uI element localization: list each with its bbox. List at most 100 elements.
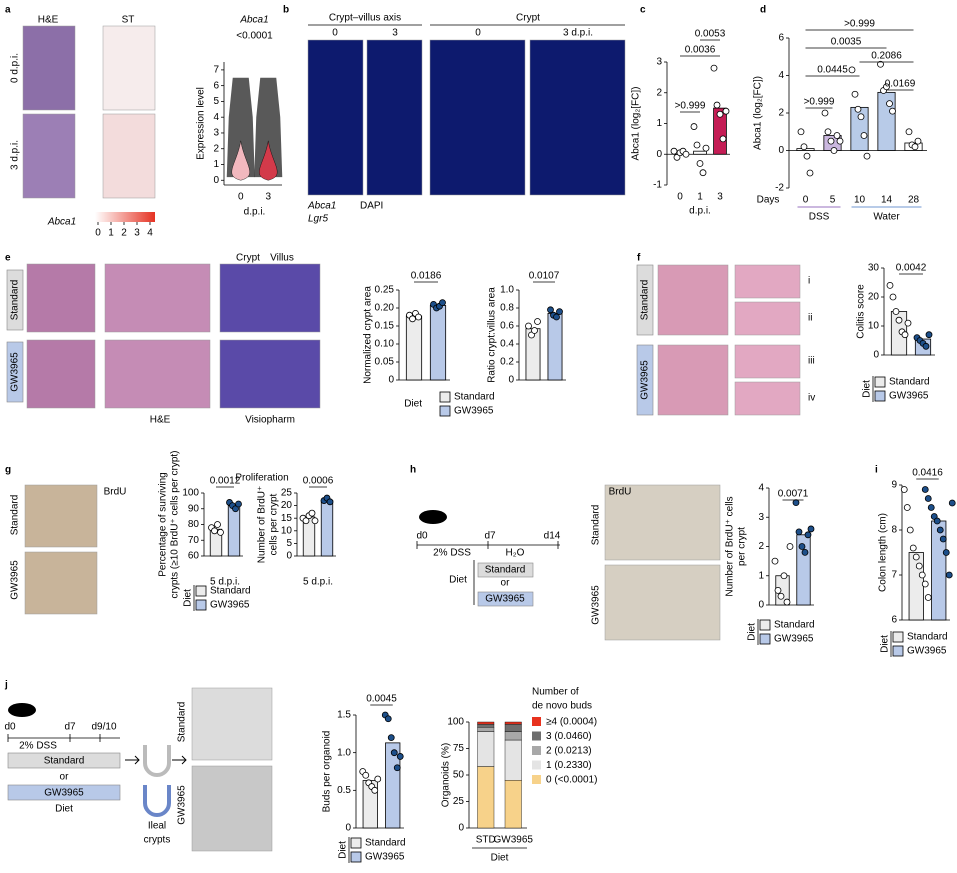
label: 2 xyxy=(121,228,127,239)
label: d7 xyxy=(64,722,76,733)
label: H&E xyxy=(150,415,171,426)
label: iv xyxy=(808,393,815,404)
data-point xyxy=(851,90,859,98)
legend-label: 3 (0.0460) xyxy=(546,731,592,742)
data-point xyxy=(798,543,806,550)
y-tick-label: 1.0 xyxy=(500,285,514,296)
bar-segment xyxy=(477,727,495,732)
y-tick-label: 0 xyxy=(508,375,514,386)
y-tick-label: 0.2 xyxy=(500,357,514,368)
label: Standard xyxy=(640,280,651,321)
label: H&E xyxy=(38,15,59,26)
y-tick-label: -2 xyxy=(775,183,784,194)
data-point xyxy=(374,775,382,783)
y-tick-label: 0.5 xyxy=(337,785,351,796)
data-point xyxy=(439,299,446,307)
y-tick-label: 20 xyxy=(281,500,293,511)
data-point xyxy=(308,509,316,517)
data-point xyxy=(235,500,242,508)
y-axis-label: Number of BrdU⁺ xyxy=(257,486,268,564)
legend-swatch xyxy=(350,851,362,863)
p-value: 0.0107 xyxy=(529,271,560,282)
y-tick-label: 4 xyxy=(778,70,784,81)
y-tick-label: 0 xyxy=(458,823,464,834)
legend-label: GW3965 xyxy=(889,391,929,402)
y-axis-label: per crypt xyxy=(737,527,748,566)
legend-label: Standard xyxy=(454,392,495,403)
y-tick-label: 2 xyxy=(758,541,764,552)
y-tick-label: -1 xyxy=(653,180,662,191)
y-tick-label: 9 xyxy=(891,480,897,491)
label: GW3965 xyxy=(177,785,188,825)
legend-title: Diet xyxy=(862,380,873,398)
x-tick-label: 1 xyxy=(697,192,703,203)
legend-swatch xyxy=(532,717,541,726)
y-axis-label: Abca1 (log₂[FC]) xyxy=(631,87,642,161)
bar xyxy=(429,305,447,381)
y-tick-label: 1.5 xyxy=(337,710,351,721)
legend-swatch xyxy=(759,633,771,645)
legend-swatch xyxy=(532,731,541,741)
mouse-icon xyxy=(8,703,36,717)
x-tick-label: 28 xyxy=(908,195,920,206)
image xyxy=(429,39,526,196)
legend-swatch xyxy=(195,585,207,597)
p-value: >0.999 xyxy=(844,19,875,30)
panel-label: d xyxy=(760,5,766,16)
p-value: 0.0042 xyxy=(896,263,927,274)
data-point xyxy=(393,764,401,772)
y-axis-label: Organoids (%) xyxy=(441,743,452,807)
data-point xyxy=(807,525,815,533)
panel-label: g xyxy=(5,465,11,476)
y-tick-label: 25 xyxy=(281,488,293,499)
y-tick-label: 90 xyxy=(188,503,200,514)
data-point xyxy=(710,64,718,72)
label: Water xyxy=(873,212,900,223)
y-tick-label: 0 xyxy=(388,375,394,386)
label: BrdU xyxy=(104,487,127,498)
p-value: 0.0186 xyxy=(411,271,442,282)
image xyxy=(604,564,721,641)
y-axis-label: cells per crypt xyxy=(269,493,280,555)
y-tick-label: 0 xyxy=(286,551,292,562)
x-axis-label: d.p.i. xyxy=(689,206,711,217)
label: Abca1 xyxy=(239,15,268,26)
label: 2% DSS xyxy=(433,548,471,559)
data-point xyxy=(906,526,914,534)
bar-segment xyxy=(477,731,495,767)
data-point xyxy=(806,169,814,177)
label: GW3965 xyxy=(10,352,21,392)
p-value: >0.999 xyxy=(675,101,706,112)
panel-label: e xyxy=(5,253,11,264)
y-tick-label: 0.25 xyxy=(375,285,395,296)
image xyxy=(219,339,321,409)
legend-swatch xyxy=(439,405,451,417)
bar xyxy=(547,312,563,381)
label-box xyxy=(7,784,121,801)
bar-segment xyxy=(504,739,522,781)
data-point xyxy=(525,322,532,330)
image xyxy=(219,263,321,333)
legend-label: GW3965 xyxy=(365,852,405,863)
label: DSS xyxy=(809,212,830,223)
data-point xyxy=(371,786,379,794)
y-tick-label: 2 xyxy=(778,108,784,119)
label: Standard xyxy=(10,495,21,536)
bar xyxy=(713,107,727,155)
legend-swatch xyxy=(439,391,451,403)
image xyxy=(26,339,96,409)
data-point xyxy=(699,169,707,177)
data-point xyxy=(719,135,727,143)
y-tick-label: 2 xyxy=(213,143,219,154)
y-tick-label: 8 xyxy=(891,525,897,536)
y-axis-label: Colitis score xyxy=(856,284,867,339)
violin-points xyxy=(226,77,255,178)
crypt-icon xyxy=(143,745,171,777)
label: BrdU xyxy=(609,487,632,498)
legend-label: Standard xyxy=(210,586,251,597)
legend-swatch xyxy=(195,599,207,611)
x-tick-label: 3 xyxy=(717,192,723,203)
data-point xyxy=(915,562,923,570)
label: Standard xyxy=(591,505,602,546)
label: GW3965 xyxy=(485,594,525,605)
